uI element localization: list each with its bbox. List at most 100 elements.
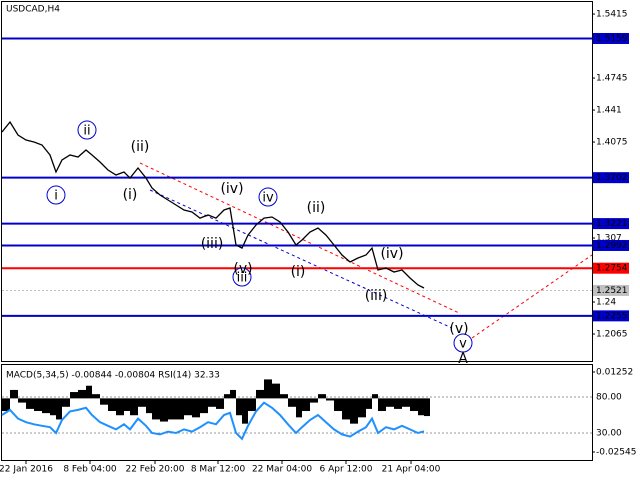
macd-bar: [130, 398, 138, 416]
macd-bar: [280, 394, 288, 399]
wave-label: (i): [123, 187, 138, 203]
macd-bar: [366, 398, 372, 409]
level-label: 1.2754: [596, 264, 628, 274]
indicator-pane-frame: [1, 364, 593, 461]
macd-bar: [402, 398, 410, 407]
y-tick-label: 1.5415: [596, 10, 628, 20]
macd-bar: [70, 392, 78, 399]
wave-label: iv: [262, 191, 274, 206]
y-tick-label: 1.307: [596, 234, 622, 244]
wave-label: iii: [237, 270, 248, 285]
macd-bar: [288, 398, 296, 407]
macd-bar: [42, 398, 50, 414]
current-price-label: 1.2521: [596, 286, 628, 296]
macd-bar: [236, 398, 242, 416]
wave-label: (v): [449, 321, 468, 337]
wave-label: i: [54, 189, 58, 204]
x-tick-label: 8 Feb 04:00: [63, 465, 117, 475]
wave-circle: [46, 185, 66, 205]
macd-bar: [92, 394, 100, 399]
wave-label: (ii): [307, 200, 326, 216]
macd-bar: [184, 398, 192, 416]
macd-bar: [242, 398, 248, 424]
wave-label: (iv): [380, 246, 403, 262]
macd-bar: [192, 398, 200, 418]
y-tick-label: 1.4075: [596, 138, 628, 148]
macd-bar: [358, 398, 366, 418]
macd-bar: [152, 398, 160, 420]
wave-label: v: [459, 336, 467, 351]
level-box: [593, 218, 629, 230]
macd-bar: [424, 398, 430, 417]
macd-bar: [326, 398, 334, 401]
wave-label: (iii): [201, 236, 224, 252]
macd-bar: [116, 398, 124, 416]
y-tick-label: 1.441: [596, 106, 622, 116]
macd-bar: [146, 398, 152, 414]
level-box: [593, 239, 629, 251]
macd-bar: [378, 398, 386, 412]
level-box: [593, 310, 629, 322]
macd-bar: [138, 398, 146, 407]
macd-bar: [386, 398, 394, 407]
wave-circle: [77, 120, 97, 140]
level-label: 1.5159: [596, 34, 628, 44]
macd-bar: [208, 398, 216, 407]
price-pane-frame: [1, 1, 593, 362]
y-tick-label: -0.02545: [596, 447, 636, 457]
level-label: 1.2255: [596, 311, 628, 321]
x-tick-label: 6 Apr 12:00: [320, 465, 373, 475]
macd-bar: [296, 398, 302, 418]
level-box: [593, 172, 629, 184]
wave-label: (iii): [365, 288, 388, 304]
macd-bar: [394, 398, 402, 409]
macd-bar: [248, 398, 256, 412]
macd-bar: [302, 398, 310, 412]
macd-bar: [86, 385, 92, 399]
macd-bar: [62, 398, 70, 407]
x-tick-label: 22 Feb 20:00: [125, 465, 184, 475]
level-box: [593, 262, 629, 274]
macd-bar: [264, 379, 272, 399]
forecast-line: [139, 162, 460, 314]
macd-bar: [26, 398, 34, 409]
x-tick-label: 8 Mar 12:00: [191, 465, 246, 475]
level-box: [593, 32, 629, 44]
macd-bar: [100, 398, 108, 405]
y2-tick-label: 80.00: [596, 392, 622, 402]
macd-bar: [318, 394, 326, 399]
wave-circle: [258, 187, 278, 207]
x-tick-label: 22 Jan 2016: [0, 465, 53, 475]
wave-label: (iv): [220, 181, 243, 197]
macd-bar: [124, 398, 130, 412]
rsi-line: [1, 401, 425, 441]
macd-bar: [224, 394, 230, 399]
wave-circle: [232, 267, 252, 287]
wave-label: (v): [233, 261, 252, 277]
macd-bar: [2, 398, 10, 412]
y-tick-label: 1.2065: [596, 330, 628, 340]
current-price-box: [593, 284, 629, 296]
macd-bar: [18, 398, 26, 403]
x-tick-label: 21 Apr 04:00: [382, 465, 441, 475]
forecast-line: [149, 189, 453, 329]
macd-bar: [56, 398, 62, 420]
macd-bar: [342, 398, 350, 420]
y-tick-label: 0.01252: [596, 367, 633, 377]
macd-bar: [78, 389, 86, 399]
macd-bar: [50, 398, 56, 416]
level-label: 1.2992: [596, 241, 628, 251]
x-tick-label: 22 Mar 04:00: [252, 465, 312, 475]
chart-title: USDCAD,H4: [6, 5, 60, 15]
wave-circle: [453, 333, 473, 353]
price-line: [1, 120, 425, 289]
macd-bar: [168, 398, 176, 420]
wave-label: ii: [83, 123, 90, 138]
macd-bar: [34, 398, 42, 412]
macd-bar: [216, 398, 224, 409]
wave-label: (ii): [131, 139, 150, 155]
macd-bar: [200, 398, 208, 414]
macd-bar: [256, 389, 264, 399]
macd-bar: [310, 398, 318, 403]
